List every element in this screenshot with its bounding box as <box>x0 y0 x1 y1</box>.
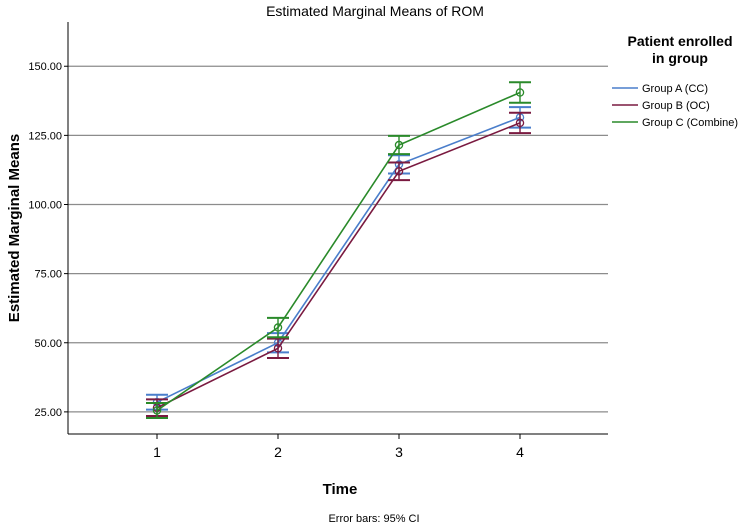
data-point <box>152 406 162 415</box>
data-point <box>515 88 525 97</box>
x-tick-label: 2 <box>274 444 282 460</box>
legend-entry: Group C (Combine) <box>642 117 738 129</box>
series-line <box>156 122 521 409</box>
legend-entry: Group A (CC) <box>642 83 708 95</box>
y-tick-label: 25.00 <box>34 407 62 419</box>
legend: Patient enrolled in group Group A (CC) Gr… <box>612 33 738 129</box>
x-tick-label: 1 <box>153 444 161 460</box>
x-axis-ticks: 1 2 3 4 <box>153 434 524 460</box>
data-point <box>273 344 283 353</box>
data-point <box>273 323 283 332</box>
legend-entry: Group B (OC) <box>642 100 710 112</box>
y-tick-label: 50.00 <box>34 338 62 350</box>
series-line <box>156 91 521 412</box>
footnote: Error bars: 95% CI <box>328 513 419 525</box>
grid <box>68 65 608 413</box>
x-tick-label: 3 <box>395 444 403 460</box>
series <box>146 81 531 419</box>
y-tick-label: 150.00 <box>28 61 62 73</box>
legend-title-line2: in group <box>652 50 708 66</box>
series-2 <box>146 111 531 418</box>
data-point <box>394 140 404 150</box>
data-point <box>515 118 525 128</box>
series-line <box>156 116 521 403</box>
chart-title: Estimated Marginal Means of ROM <box>266 3 484 19</box>
y-axis-ticks: 25.00 50.00 75.00 100.00 125.00 150.00 <box>28 61 68 419</box>
y-tick-label: 125.00 <box>28 130 62 142</box>
legend-title-line1: Patient enrolled <box>627 33 732 49</box>
y-tick-label: 100.00 <box>28 199 62 211</box>
series-3 <box>146 81 531 419</box>
y-axis-label: Estimated Marginal Means <box>6 134 23 322</box>
x-tick-label: 4 <box>516 444 524 460</box>
data-point <box>394 167 404 176</box>
y-tick-label: 75.00 <box>34 269 62 281</box>
x-axis-label: Time <box>323 481 358 498</box>
